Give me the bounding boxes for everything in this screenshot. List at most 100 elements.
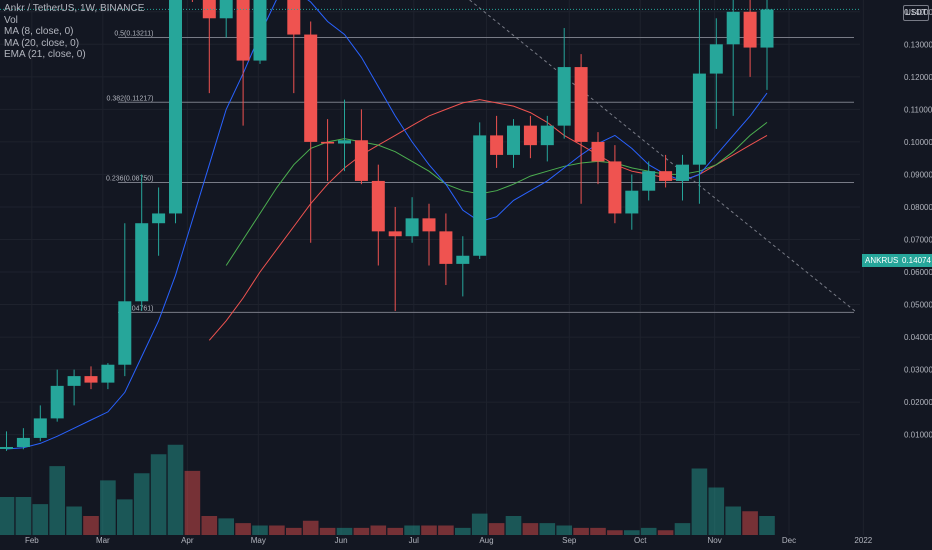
candle — [709, 18, 723, 129]
candle-body — [659, 171, 673, 181]
time-tick-label: Jul — [409, 536, 419, 545]
last-price-badge: 0.14074 — [899, 254, 932, 267]
candle-body — [354, 140, 368, 181]
volume-bar — [167, 444, 184, 535]
volume-bar — [117, 499, 133, 535]
candle-body — [236, 0, 250, 61]
candle-body — [726, 11, 740, 45]
candle-body — [135, 223, 149, 302]
candle — [507, 119, 520, 168]
candle-body — [473, 135, 487, 256]
candle — [321, 119, 335, 181]
candle — [0, 431, 13, 451]
volume-bar — [49, 466, 65, 535]
candle-body — [371, 180, 385, 232]
time-tick-label: Sep — [562, 536, 577, 545]
volume-bar — [387, 527, 403, 535]
price-tick-label: 0.07000 — [904, 235, 932, 244]
candle — [101, 363, 115, 390]
candle — [118, 223, 132, 377]
volume-bar — [657, 530, 674, 535]
volume-bar — [319, 527, 336, 535]
candle — [439, 213, 453, 286]
volume-bar — [83, 516, 99, 535]
volume-bar — [15, 497, 32, 535]
legend: Ankr / TetherUS, 1W, BINANCE Vol MA (8, … — [4, 3, 144, 61]
candle-body — [33, 418, 47, 438]
volume-bar — [252, 525, 268, 535]
volume-bar — [522, 523, 539, 535]
volume-bar — [438, 525, 454, 535]
volume-bar — [539, 523, 556, 535]
legend-ma8[interactable]: MA (8, close, 0) — [4, 26, 74, 37]
volume-bar — [336, 527, 353, 535]
candle — [760, 0, 774, 90]
legend-ema21[interactable]: EMA (21, close, 0) — [4, 49, 86, 60]
candle-body — [152, 213, 166, 224]
candle-body — [574, 67, 588, 142]
price-tick-label: 0.14000 — [904, 8, 932, 17]
candle — [354, 109, 368, 185]
price-tick-label: 0.10000 — [904, 138, 932, 147]
time-tick-label: Mar — [96, 536, 110, 545]
volume-bar — [725, 506, 741, 535]
price-tick-label: 0.02000 — [904, 398, 932, 407]
candle — [676, 154, 689, 201]
time-tick-label: Jun — [335, 536, 348, 545]
volume-bar — [708, 487, 725, 535]
candle-body — [456, 255, 470, 264]
time-tick-label: Apr — [181, 536, 194, 545]
candle-body — [169, 0, 182, 214]
candle — [473, 122, 487, 260]
candle — [253, 0, 267, 64]
candle — [692, 0, 706, 204]
candle-body — [101, 364, 115, 383]
candle — [642, 161, 656, 201]
price-tick-label: 0.05000 — [904, 301, 932, 310]
volume-bar — [302, 520, 319, 535]
time-axis[interactable]: Feb Mar Apr May Jun Jul Aug Sep Oct Nov Dec 2022 — [25, 536, 873, 545]
legend-volume[interactable]: Vol — [4, 14, 18, 26]
candle — [743, 0, 757, 77]
volume-bar — [32, 504, 49, 535]
fib-level-label: 0.382(0.11217) — [107, 95, 154, 102]
candle — [287, 0, 301, 94]
volume-bar — [505, 516, 522, 535]
candle-body — [490, 135, 504, 155]
legend-ma20[interactable]: MA (20, close, 0) — [4, 37, 80, 49]
price-axis[interactable]: 0.01000 0.02000 0.03000 0.04000 0.05000 0.060… — [0, 0, 932, 440]
time-tick-label: Aug — [479, 536, 493, 545]
candle — [152, 187, 166, 256]
volume-bar — [759, 516, 775, 535]
candle-body — [642, 171, 656, 191]
candle-body — [287, 0, 301, 35]
candle-body — [676, 164, 689, 181]
fib-level-label: 0.5(0.13211) — [114, 30, 153, 37]
symbol-title[interactable]: Ankr / TetherUS, 1W, BINANCE — [4, 3, 145, 14]
candle-body — [304, 34, 318, 142]
time-tick-label: Nov — [707, 536, 721, 545]
price-tick-label: 0.04000 — [904, 333, 932, 342]
volume-bar — [590, 527, 606, 535]
price-tick-label: 0.09000 — [904, 170, 932, 179]
candle-body — [422, 218, 436, 232]
candle — [608, 145, 622, 224]
candle-body — [692, 73, 706, 165]
candle-body — [118, 301, 132, 365]
volume-bar — [556, 525, 572, 535]
candle-body — [507, 125, 520, 155]
fib-level-label: 0(0.04761) — [120, 305, 154, 312]
volume-bar — [133, 473, 150, 535]
candle-body — [557, 67, 571, 126]
volume-bar — [624, 530, 640, 535]
candle-body — [50, 385, 64, 419]
candle-body — [321, 141, 335, 144]
volume-bar — [286, 527, 302, 535]
candle — [219, 0, 233, 38]
currency-button[interactable]: USDT — [903, 5, 929, 21]
candle-body — [608, 161, 622, 214]
candle — [304, 21, 318, 243]
candle — [591, 132, 605, 185]
